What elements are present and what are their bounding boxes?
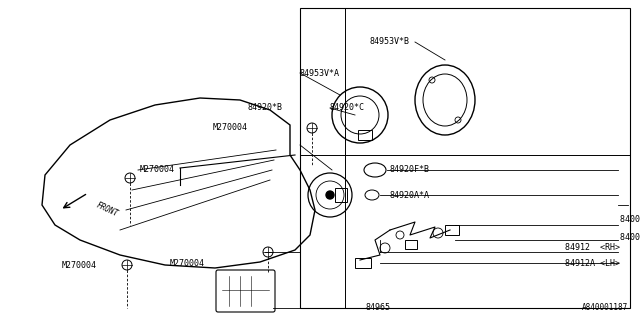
Text: 84001B <LH>: 84001B <LH> [620,234,640,243]
Circle shape [326,191,334,199]
Text: 84920*B: 84920*B [248,103,283,113]
Text: 84920*C: 84920*C [330,103,365,113]
Text: 84001A <RH>: 84001A <RH> [620,215,640,225]
Text: FRONT: FRONT [95,201,120,219]
Text: M270004: M270004 [62,260,97,269]
Text: 84953V*B: 84953V*B [370,37,410,46]
Text: 84920F*B: 84920F*B [390,165,430,174]
Bar [445,225,459,235]
Text: A840001187: A840001187 [582,303,628,312]
Bar [335,188,347,202]
Text: M270004: M270004 [170,259,205,268]
Text: M270004: M270004 [140,165,175,174]
Bar [300,8,630,308]
Text: 84965: 84965 [365,303,390,313]
Text: M270004: M270004 [213,124,248,132]
Bar [355,258,371,268]
Text: 84912  <RH>: 84912 <RH> [565,244,620,252]
Text: 84953V*A: 84953V*A [300,68,340,77]
Bar [405,240,417,249]
Bar [358,130,372,140]
Text: 84920A*A: 84920A*A [390,190,430,199]
Text: 84912A <LH>: 84912A <LH> [565,259,620,268]
